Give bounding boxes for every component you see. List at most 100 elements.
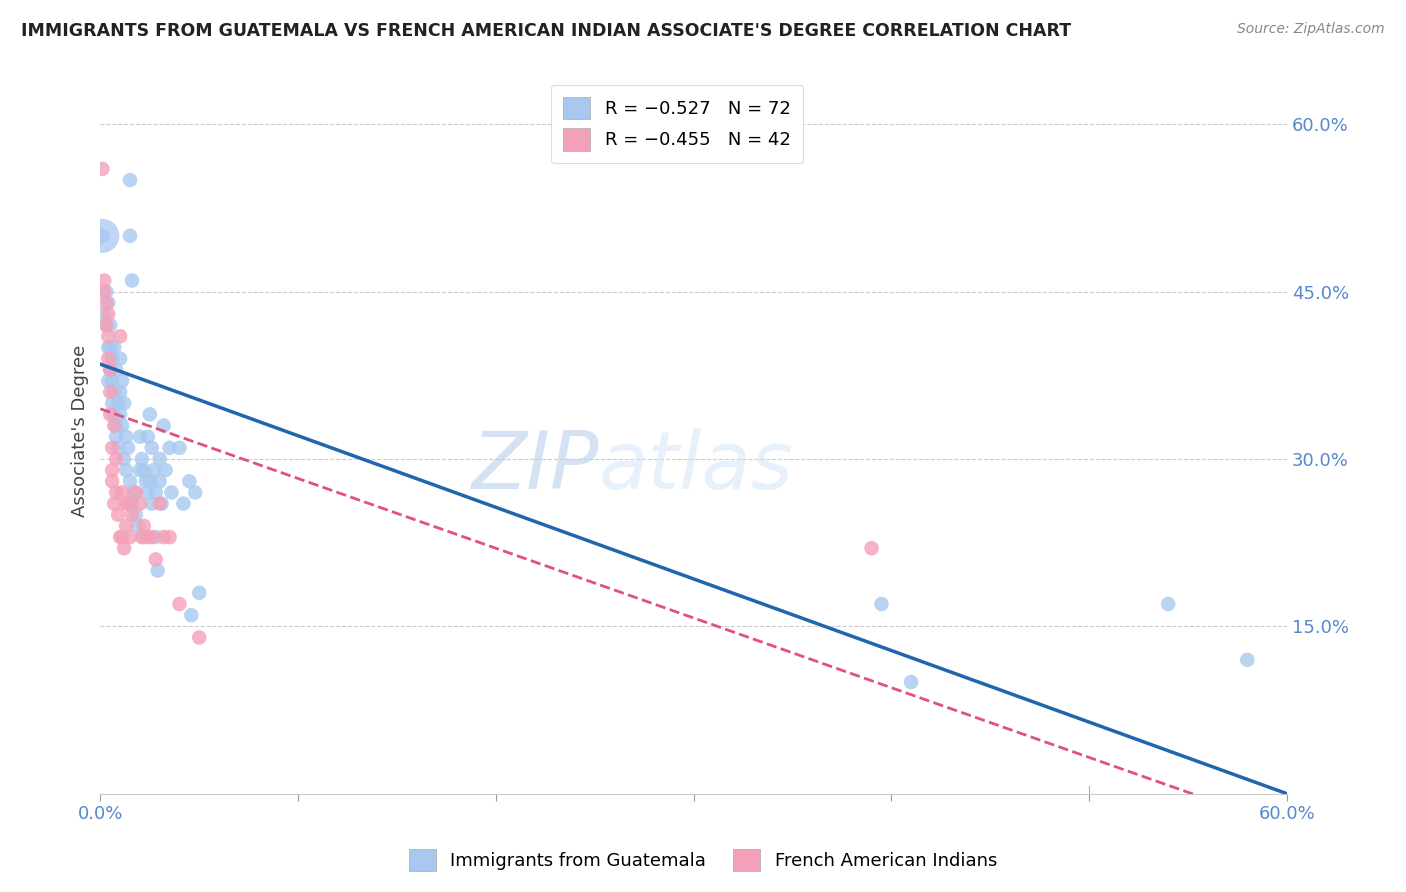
Point	[97, 374, 120, 388]
Point	[103, 497, 125, 511]
Point	[145, 485, 167, 500]
Point	[101, 374, 124, 388]
Point	[149, 475, 172, 489]
Point	[141, 497, 163, 511]
Point	[111, 485, 134, 500]
Point	[111, 374, 134, 388]
Point	[93, 285, 115, 299]
Point	[101, 351, 124, 366]
Point	[132, 530, 155, 544]
Point	[139, 475, 162, 489]
Point	[121, 273, 143, 287]
Point	[169, 441, 191, 455]
Point	[141, 530, 163, 544]
Point	[96, 295, 118, 310]
Point	[115, 430, 138, 444]
Point	[97, 340, 120, 354]
Point	[142, 463, 165, 477]
Y-axis label: Associate's Degree: Associate's Degree	[72, 345, 89, 517]
Point	[145, 530, 167, 544]
Point	[98, 408, 121, 422]
Point	[115, 463, 138, 477]
Point	[98, 318, 121, 332]
Point	[103, 418, 125, 433]
Point	[97, 307, 120, 321]
Point	[117, 497, 139, 511]
Point	[93, 307, 115, 321]
Point	[135, 475, 157, 489]
Point	[146, 564, 169, 578]
Point	[97, 295, 120, 310]
Point	[112, 396, 135, 410]
Point	[188, 586, 211, 600]
Legend: Immigrants from Guatemala, French American Indians: Immigrants from Guatemala, French Americ…	[402, 842, 1004, 879]
Point	[118, 228, 141, 243]
Point	[129, 497, 152, 511]
Point	[1236, 653, 1258, 667]
Point	[125, 485, 148, 500]
Point	[129, 430, 152, 444]
Point	[179, 475, 201, 489]
Legend: R = −0.527   N = 72, R = −0.455   N = 42: R = −0.527 N = 72, R = −0.455 N = 42	[551, 85, 803, 163]
Point	[93, 273, 115, 287]
Point	[145, 552, 167, 566]
Point	[91, 228, 114, 243]
Point	[149, 452, 172, 467]
Point	[117, 441, 139, 455]
Point	[103, 408, 125, 422]
Point	[121, 508, 143, 522]
Point	[131, 452, 153, 467]
Point	[111, 530, 134, 544]
Point	[108, 408, 131, 422]
Point	[101, 463, 124, 477]
Point	[150, 497, 173, 511]
Point	[136, 530, 159, 544]
Point	[180, 608, 202, 623]
Point	[132, 463, 155, 477]
Point	[115, 497, 138, 511]
Point	[108, 385, 131, 400]
Point	[107, 441, 129, 455]
Point	[152, 530, 174, 544]
Point	[159, 530, 181, 544]
Point	[98, 385, 121, 400]
Text: IMMIGRANTS FROM GUATEMALA VS FRENCH AMERICAN INDIAN ASSOCIATE'S DEGREE CORRELATI: IMMIGRANTS FROM GUATEMALA VS FRENCH AMER…	[21, 22, 1071, 40]
Point	[112, 452, 135, 467]
Point	[149, 497, 172, 511]
Text: Source: ZipAtlas.com: Source: ZipAtlas.com	[1237, 22, 1385, 37]
Point	[141, 441, 163, 455]
Point	[118, 173, 141, 187]
Point	[118, 475, 141, 489]
Point	[159, 441, 181, 455]
Text: atlas: atlas	[599, 428, 793, 507]
Point	[96, 285, 118, 299]
Point	[105, 485, 128, 500]
Point	[101, 441, 124, 455]
Point	[155, 463, 177, 477]
Point	[97, 329, 120, 343]
Point	[108, 530, 131, 544]
Point	[860, 541, 883, 556]
Point	[1157, 597, 1180, 611]
Point	[125, 508, 148, 522]
Point	[107, 396, 129, 410]
Point	[96, 318, 118, 332]
Point	[98, 340, 121, 354]
Point	[96, 318, 118, 332]
Point	[105, 363, 128, 377]
Point	[121, 497, 143, 511]
Point	[127, 519, 149, 533]
Point	[118, 530, 141, 544]
Point	[136, 430, 159, 444]
Point	[91, 161, 114, 176]
Point	[105, 452, 128, 467]
Point	[112, 541, 135, 556]
Point	[108, 329, 131, 343]
Point	[870, 597, 893, 611]
Point	[105, 430, 128, 444]
Point	[160, 485, 183, 500]
Text: ZIP: ZIP	[471, 428, 599, 507]
Point	[172, 497, 194, 511]
Point	[131, 530, 153, 544]
Point	[900, 675, 922, 690]
